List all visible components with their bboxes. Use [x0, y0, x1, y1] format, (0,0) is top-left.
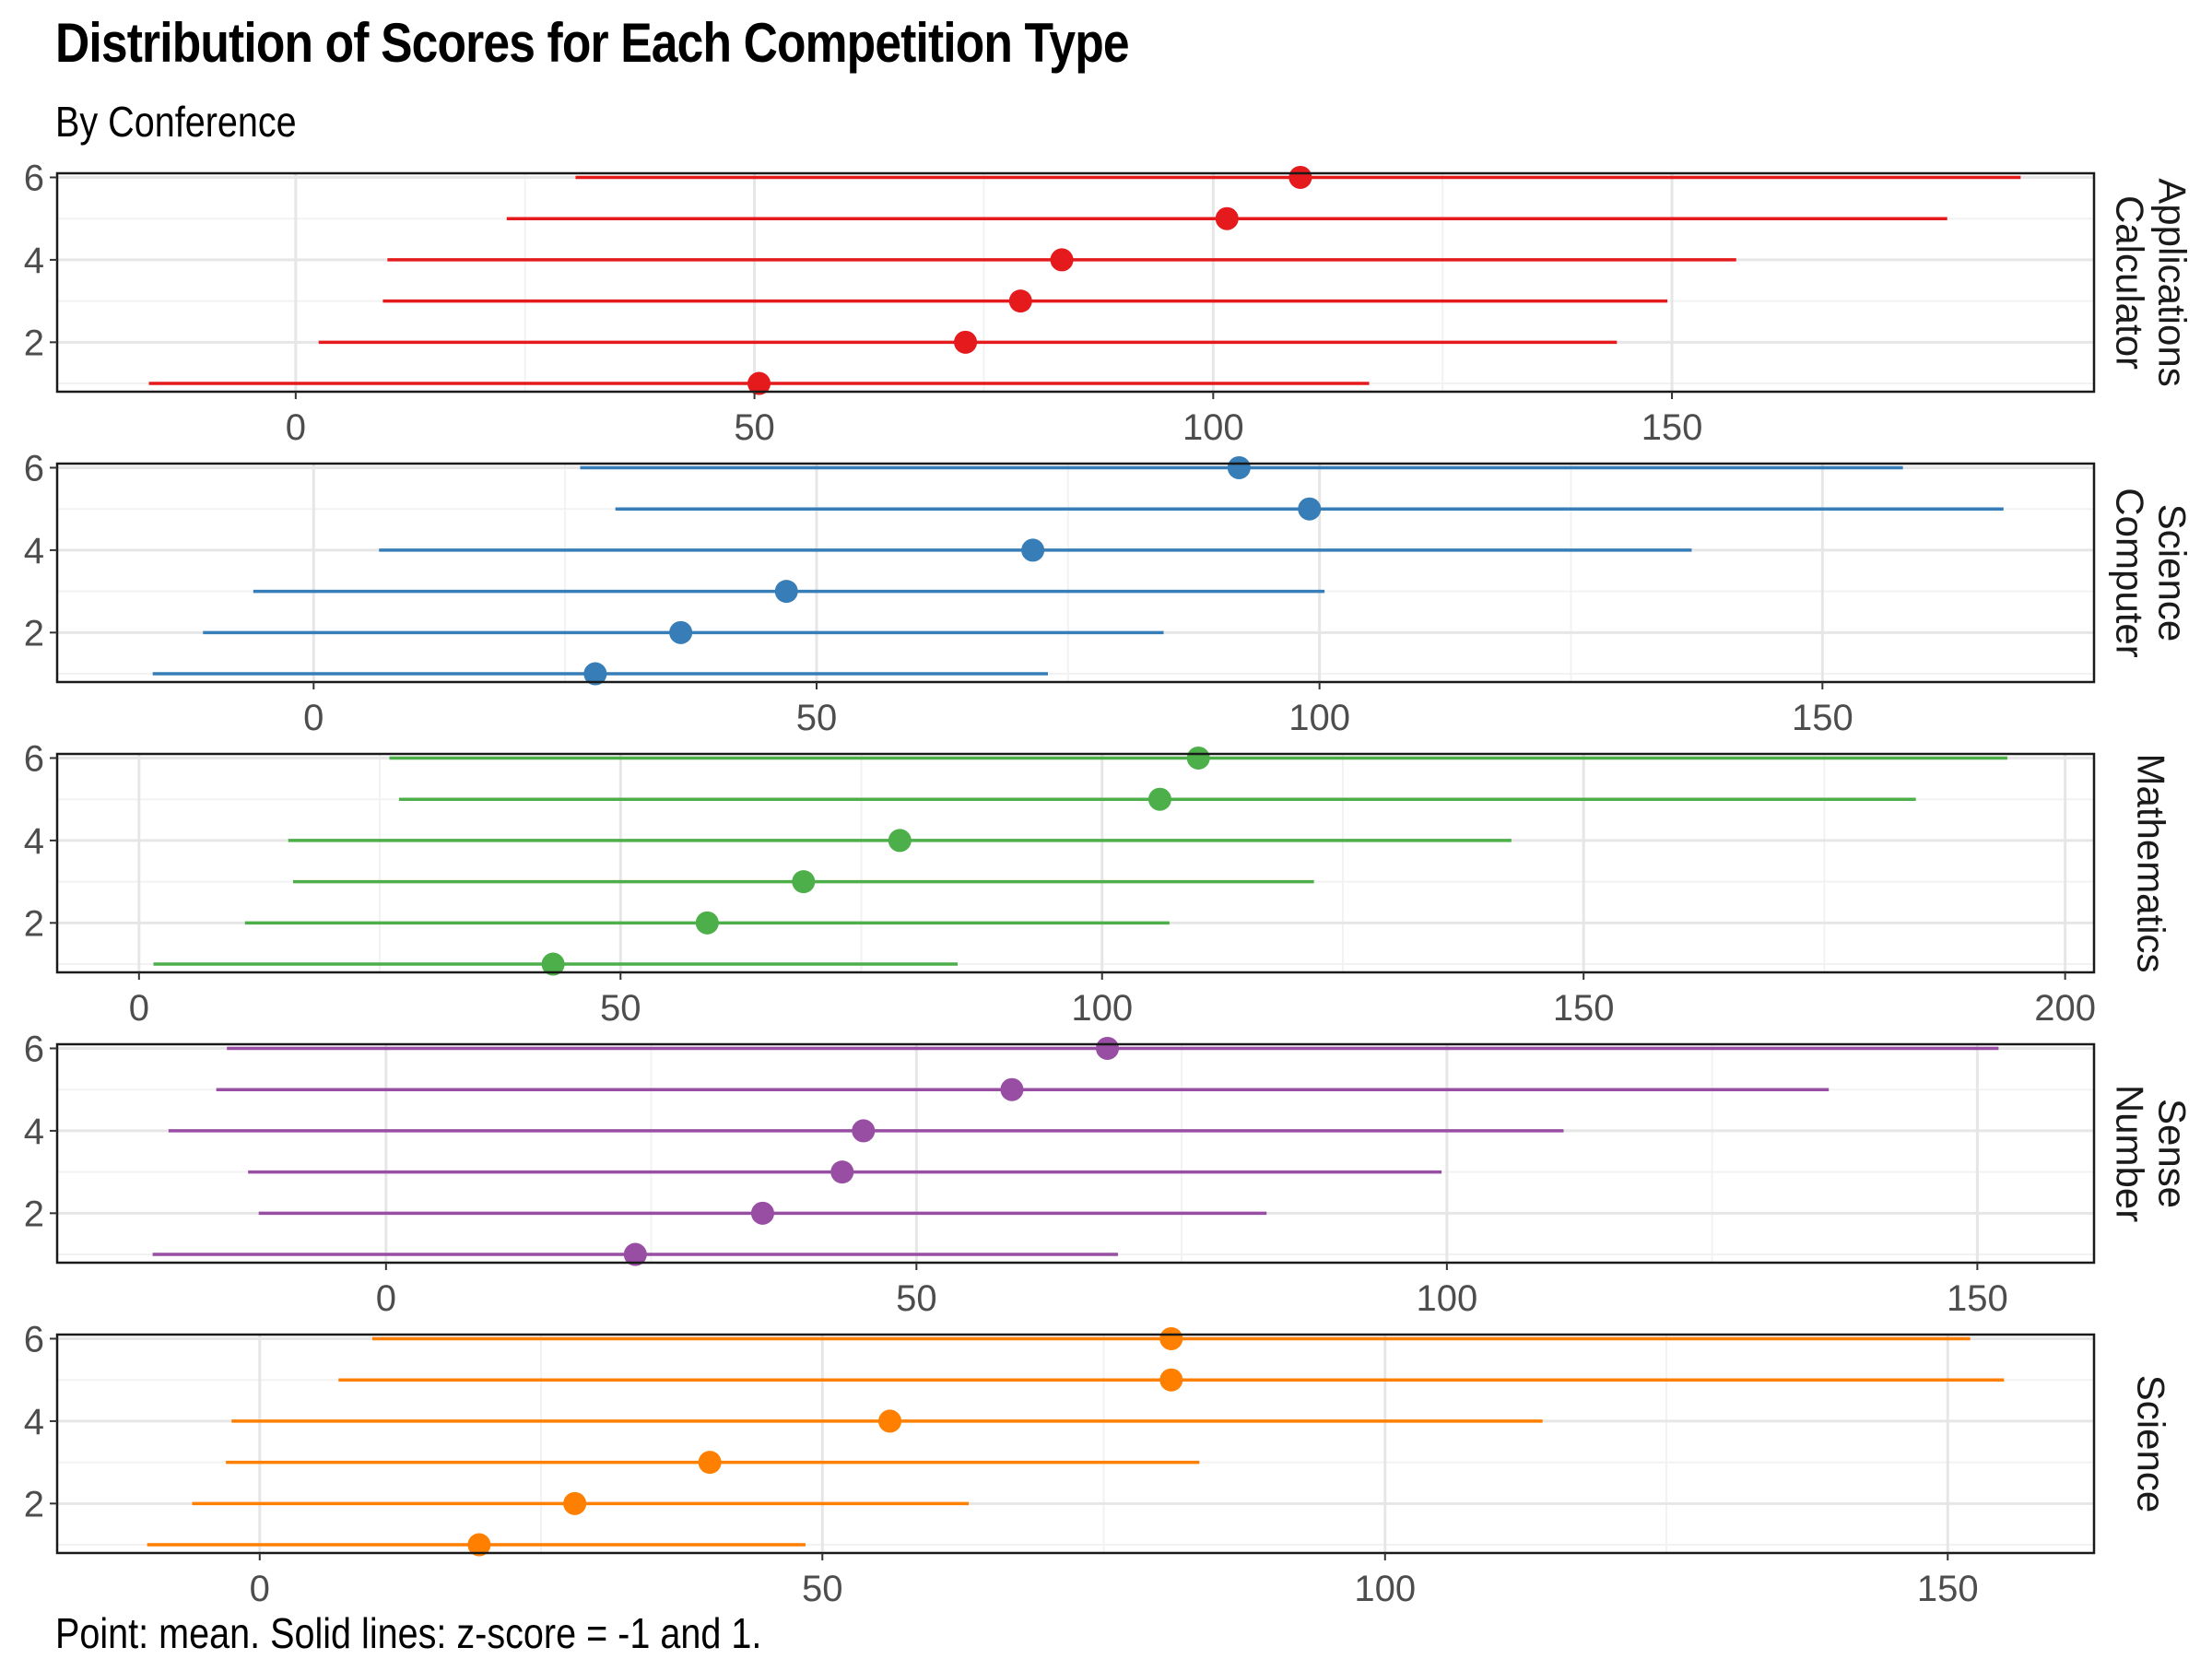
- x-tick-label: 50: [600, 988, 641, 1029]
- x-tick-label: 0: [303, 698, 324, 738]
- mean-point: [1288, 165, 1312, 189]
- x-tick-label: 150: [1917, 1569, 1979, 1609]
- x-tick-label: 200: [2034, 988, 2096, 1029]
- y-tick-label: 4: [24, 821, 44, 862]
- mean-point: [830, 1160, 854, 1184]
- mean-point: [1227, 455, 1251, 479]
- x-tick-label: 50: [896, 1278, 937, 1319]
- x-tick-label: 0: [250, 1569, 270, 1609]
- y-tick-label: 2: [24, 903, 44, 944]
- y-tick-label: 4: [24, 1402, 44, 1442]
- mean-point: [1159, 1326, 1183, 1350]
- mean-point: [1021, 538, 1045, 562]
- y-tick-label: 2: [24, 1484, 44, 1524]
- chart-title: Distribution of Scores for Each Competit…: [55, 12, 1130, 74]
- mean-point: [1298, 497, 1322, 521]
- x-tick-label: 150: [1641, 407, 1703, 448]
- mean-point: [888, 829, 912, 853]
- panel-border: [55, 1333, 2096, 1555]
- y-tick-label: 4: [24, 241, 44, 281]
- y-tick-label: 6: [24, 738, 44, 779]
- facet-strip: Number Sense: [2109, 1085, 2194, 1222]
- panel-border: [55, 1042, 2096, 1265]
- x-tick-label: 50: [796, 698, 838, 738]
- x-tick-label: 150: [1553, 988, 1615, 1029]
- x-tick-label: 100: [1182, 407, 1244, 448]
- x-tick-label: 100: [1416, 1278, 1477, 1319]
- facet-strip-label: Sense: [2151, 1099, 2194, 1208]
- facet-strip-label: Computer: [2109, 488, 2152, 657]
- mean-point: [583, 662, 607, 686]
- x-tick-label: 0: [376, 1278, 396, 1319]
- x-tick-label: 50: [802, 1569, 843, 1609]
- x-tick-label: 150: [1947, 1278, 2008, 1319]
- x-tick-label: 100: [1288, 698, 1350, 738]
- mean-point: [852, 1119, 876, 1143]
- mean-point: [750, 1201, 774, 1225]
- y-tick-label: 4: [24, 531, 44, 571]
- facet-strip: Science: [2130, 1375, 2173, 1512]
- mean-point: [563, 1491, 587, 1515]
- x-tick-label: 0: [286, 407, 306, 448]
- mean-point: [878, 1409, 902, 1433]
- facet-strip-label: Number: [2109, 1085, 2152, 1222]
- y-tick-label: 6: [24, 1029, 44, 1069]
- y-tick-label: 6: [24, 158, 44, 198]
- mean-point: [695, 911, 719, 935]
- facet-strip-label: Mathematics: [2130, 753, 2173, 972]
- mean-point: [1050, 248, 1074, 272]
- mean-point: [1096, 1036, 1120, 1060]
- x-tick-label: 50: [734, 407, 775, 448]
- panel-border: [55, 752, 2096, 974]
- mean-point: [792, 870, 816, 894]
- panel-border: [55, 462, 2096, 684]
- y-tick-label: 2: [24, 1194, 44, 1234]
- y-tick-label: 2: [24, 613, 44, 653]
- facet-strip: Computer Science: [2109, 488, 2194, 657]
- mean-point: [1008, 289, 1032, 313]
- facet-strip: Calculator Applications: [2109, 178, 2194, 386]
- facet-strip-label: Calculator: [2109, 195, 2152, 370]
- x-tick-label: 150: [1792, 698, 1853, 738]
- facet-strip: Mathematics: [2130, 753, 2173, 972]
- mean-point: [467, 1533, 491, 1557]
- x-tick-label: 100: [1071, 988, 1133, 1029]
- panel-border: [55, 171, 2096, 394]
- facet-strip-label: Science: [2151, 504, 2194, 641]
- mean-point: [669, 620, 693, 644]
- mean-point: [1186, 746, 1210, 770]
- mean-point: [954, 330, 978, 354]
- mean-point: [1159, 1368, 1183, 1392]
- y-tick-label: 2: [24, 323, 44, 363]
- y-tick-label: 4: [24, 1112, 44, 1152]
- mean-point: [698, 1451, 722, 1475]
- mean-point: [774, 580, 798, 604]
- x-tick-label: 0: [129, 988, 149, 1029]
- mean-point: [1147, 787, 1171, 811]
- mean-point: [541, 952, 565, 976]
- x-tick-label: 100: [1354, 1569, 1416, 1609]
- mean-point: [623, 1242, 647, 1266]
- mean-point: [1000, 1077, 1024, 1101]
- mean-point: [1215, 206, 1239, 230]
- mean-point: [747, 371, 771, 395]
- facet-strip-label: Applications: [2151, 178, 2194, 386]
- chart-caption: Point: mean. Solid lines: z-score = -1 a…: [55, 1609, 762, 1657]
- y-tick-label: 6: [24, 1319, 44, 1359]
- y-tick-label: 6: [24, 448, 44, 488]
- facet-strip-label: Science: [2130, 1375, 2173, 1512]
- chart-subtitle: By Conference: [55, 98, 297, 146]
